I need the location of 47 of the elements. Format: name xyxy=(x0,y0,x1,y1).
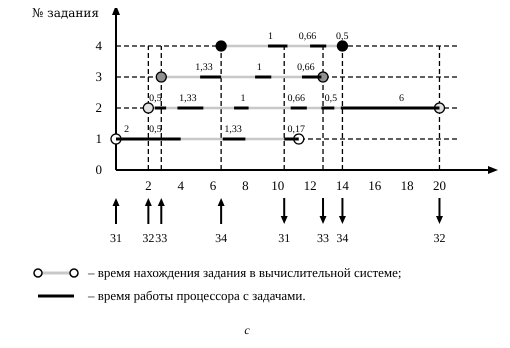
annotation: 0,5 xyxy=(149,93,162,104)
x-tick-label: 10 xyxy=(271,178,284,193)
point xyxy=(156,71,167,83)
annotation: 1,33 xyxy=(195,62,213,73)
annotation: 0,17 xyxy=(287,124,305,135)
annotation: 1 xyxy=(256,62,262,73)
legend-label: – время нахождения задания в вычислительной системе; xyxy=(87,265,402,280)
x-tick-label: 12 xyxy=(304,178,317,193)
text: 33 xyxy=(317,231,330,245)
text: c xyxy=(244,323,250,337)
text: 32 xyxy=(142,231,154,245)
x-tick-label: 8 xyxy=(242,178,249,193)
annotation: 1 xyxy=(268,31,274,42)
text: 34 xyxy=(215,231,228,245)
y-tick-label: 3 xyxy=(96,69,102,84)
annotation: 0,66 xyxy=(287,93,305,104)
y-tick-label: 2 xyxy=(96,100,102,115)
x-tick-label: 4 xyxy=(177,178,184,193)
y-tick-label: 0 xyxy=(96,162,102,177)
point xyxy=(215,40,227,52)
point xyxy=(142,102,154,114)
x-tick-label: 16 xyxy=(368,178,382,193)
annotation: 0,5 xyxy=(324,93,338,104)
y-tick-label: 1 xyxy=(96,131,102,146)
annotation: 0,66 xyxy=(297,62,315,73)
x-tick-label: 6 xyxy=(210,178,217,193)
point xyxy=(336,40,348,52)
text: 34 xyxy=(336,231,348,245)
annotation: 6 xyxy=(399,93,404,104)
text: 32 xyxy=(433,231,446,245)
text: 33 xyxy=(155,231,168,245)
y-tick-label: 4 xyxy=(96,38,102,53)
text: 31 xyxy=(110,231,122,245)
x-tick-label: 14 xyxy=(336,178,350,193)
x-tick-label: 18 xyxy=(400,178,414,193)
annotation: 0,5 xyxy=(149,124,162,135)
text: 31 xyxy=(278,231,290,245)
annotation: 0,5 xyxy=(336,31,348,42)
x-tick-label: 2 xyxy=(145,178,152,193)
annotation: 1,33 xyxy=(224,124,242,135)
y-axis-title: № задания xyxy=(32,6,99,20)
annotation: 2 xyxy=(124,124,130,135)
annotation: 1 xyxy=(240,93,246,104)
x-tick-label: 20 xyxy=(432,178,446,193)
legend-label: – время работы процессора с задачами. xyxy=(87,288,306,303)
annotation: 0,66 xyxy=(298,31,316,42)
annotation: 1,33 xyxy=(179,93,197,104)
